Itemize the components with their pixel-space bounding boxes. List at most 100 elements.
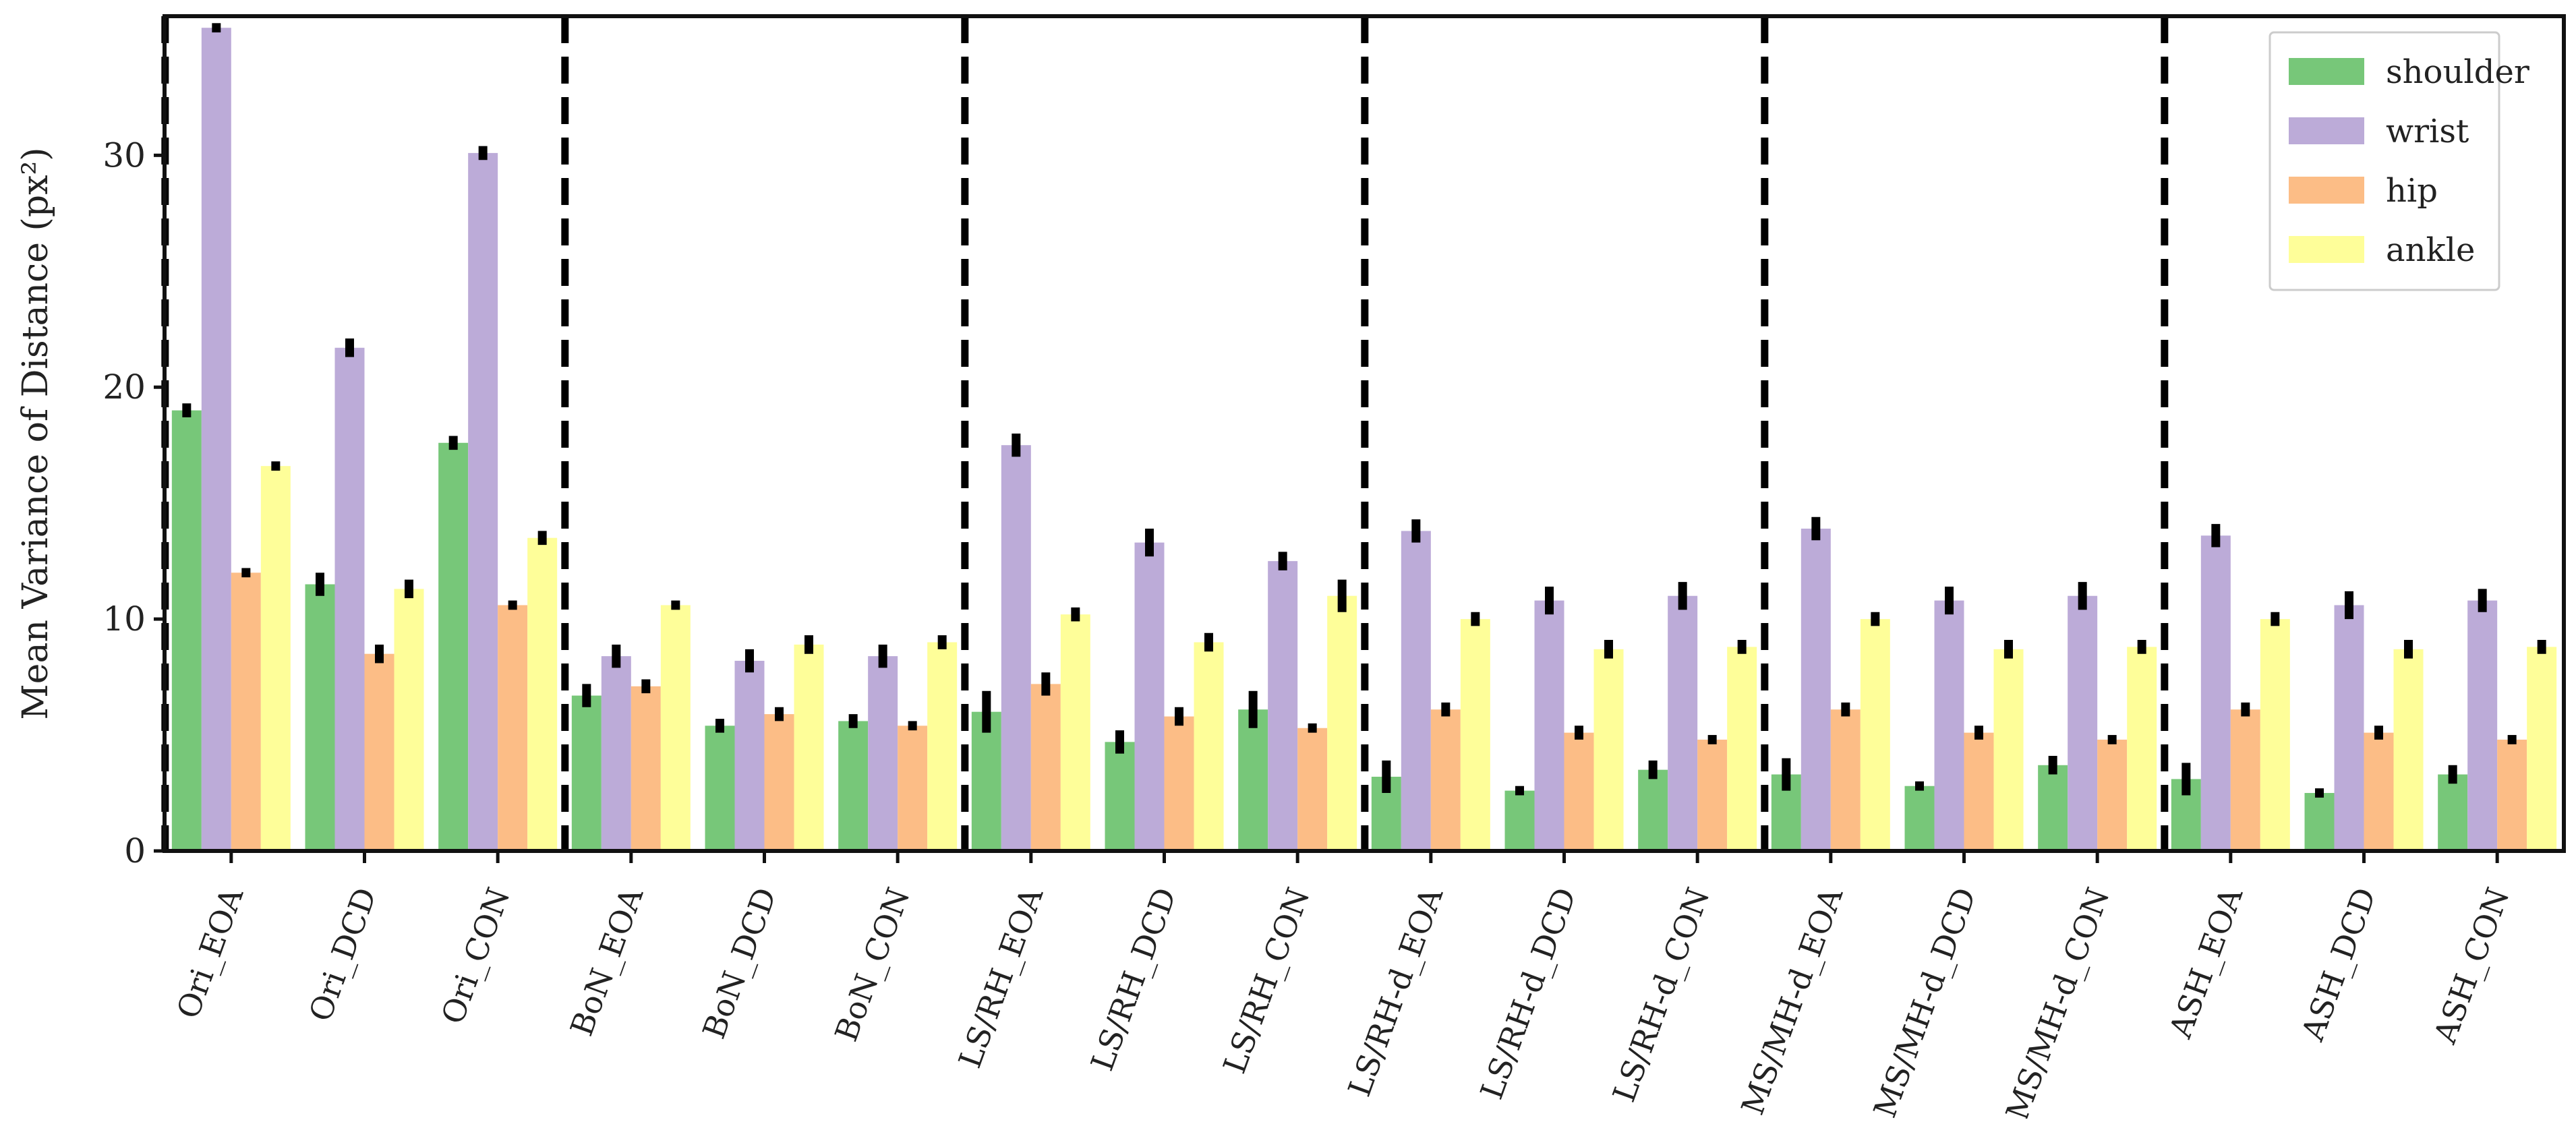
error-bars-layer (182, 23, 2546, 798)
bar-wrist-17 (2467, 600, 2498, 851)
bar-wrist-2 (468, 152, 498, 852)
bar-wrist-0 (201, 28, 231, 851)
x-tick-label-3: BoN_EOA (563, 883, 650, 1041)
bar-wrist-3 (601, 656, 631, 851)
bar-ankle-8 (1327, 595, 1357, 851)
bars-layer (171, 28, 2557, 852)
x-tick-label-17: ASH_CON (2426, 883, 2517, 1049)
bar-shoulder-7 (1105, 742, 1135, 851)
legend-label-hip: hip (2386, 172, 2438, 210)
x-tick-label-10: LS/RH-d_DCD (1473, 883, 1583, 1104)
bar-shoulder-6 (971, 711, 1001, 851)
x-axis: Ori_EOA Ori_DCD Ori_CON BoN_EOA BoN_DCD BoN_C… (169, 851, 2517, 1122)
bar-wrist-8 (1268, 561, 1298, 851)
bar-hip-10 (1564, 732, 1594, 851)
bar-ankle-4 (794, 644, 824, 851)
x-tick-label-0: Ori_EOA (169, 883, 250, 1024)
bar-hip-9 (1430, 709, 1461, 851)
bar-wrist-10 (1534, 600, 1564, 851)
bar-shoulder-8 (1238, 709, 1268, 851)
x-tick-label-2: Ori_CON (434, 883, 517, 1028)
bar-shoulder-0 (171, 410, 202, 851)
bar-ankle-15 (2260, 619, 2290, 851)
bar-hip-2 (498, 605, 528, 851)
bar-hip-12 (1830, 709, 1861, 851)
y-axis-label: Mean Variance of Distance (px²) (16, 147, 56, 719)
legend-label-shoulder: shoulder (2386, 53, 2529, 91)
x-tick-label-6: LS/RH_EOA (952, 883, 1051, 1073)
bar-hip-5 (898, 726, 928, 851)
bar-hip-0 (231, 572, 261, 851)
bar-ankle-13 (1993, 649, 2024, 851)
bar-ankle-17 (2527, 647, 2557, 851)
y-tick-label-10: 10 (103, 599, 146, 639)
bar-ankle-0 (260, 466, 291, 851)
y-tick-label-20: 20 (103, 367, 146, 407)
bar-shoulder-4 (705, 726, 735, 851)
x-tick-label-11: LS/RH-d_CON (1606, 883, 1717, 1106)
legend-swatch-ankle (2289, 236, 2364, 263)
bar-hip-1 (364, 653, 394, 851)
bar-ankle-12 (1860, 619, 1890, 851)
bar-wrist-14 (2068, 595, 2098, 851)
bar-hip-3 (631, 686, 661, 851)
bar-hip-7 (1164, 716, 1194, 851)
bar-ankle-16 (2393, 649, 2424, 851)
bar-wrist-4 (734, 661, 765, 851)
bar-hip-11 (1697, 739, 1728, 851)
x-tick-label-9: LS/RH-d_EOA (1341, 883, 1450, 1101)
x-tick-label-16: ASH_DCD (2294, 883, 2383, 1046)
bar-shoulder-17 (2438, 774, 2468, 851)
x-tick-label-5: BoN_CON (827, 883, 916, 1046)
bar-shoulder-2 (438, 442, 469, 851)
bar-ankle-1 (394, 589, 424, 851)
x-tick-label-14: MS/MH-d_CON (1999, 883, 2117, 1119)
legend-box (2268, 31, 2500, 291)
bar-wrist-11 (1668, 595, 1698, 851)
bar-shoulder-5 (838, 721, 869, 851)
legend-swatch-hip (2289, 177, 2364, 204)
bar-ankle-6 (1060, 614, 1090, 851)
bar-hip-14 (2097, 739, 2128, 851)
legend-swatch-wrist (2289, 117, 2364, 144)
bar-ankle-14 (2127, 647, 2157, 851)
bar-wrist-13 (1934, 600, 1964, 851)
bar-ankle-7 (1194, 642, 1224, 851)
y-tick-label-30: 30 (103, 136, 146, 175)
bar-ankle-5 (927, 642, 958, 851)
bar-ankle-3 (660, 605, 691, 851)
bar-hip-17 (2497, 739, 2527, 851)
x-tick-label-12: MS/MH-d_EOA (1734, 883, 1850, 1119)
bar-hip-8 (1297, 728, 1328, 851)
bar-wrist-12 (1801, 528, 1831, 851)
bar-shoulder-3 (571, 695, 602, 851)
bar-ankle-9 (1460, 619, 1490, 851)
bar-hip-6 (1030, 684, 1061, 851)
legend-label-wrist: wrist (2386, 113, 2469, 150)
bar-hip-15 (2230, 709, 2260, 851)
plot-frame (163, 14, 2566, 853)
x-tick-label-15: ASH_EOA (2162, 883, 2250, 1043)
x-tick-label-4: BoN_DCD (695, 883, 784, 1043)
y-tick-label-0: 0 (124, 831, 146, 870)
bar-shoulder-1 (305, 584, 335, 851)
bar-wrist-5 (868, 656, 898, 851)
bar-shoulder-14 (2038, 765, 2068, 851)
legend: shoulder wrist hip ankle (2268, 31, 2529, 291)
x-tick-label-7: LS/RH_DCD (1084, 883, 1183, 1075)
bar-wrist-9 (1401, 531, 1431, 851)
bar-ankle-10 (1593, 649, 1624, 851)
bar-shoulder-11 (1638, 769, 1668, 851)
bar-wrist-6 (1001, 445, 1031, 851)
legend-label-ankle: ankle (2386, 231, 2475, 269)
x-tick-label-8: LS/RH_CON (1216, 883, 1316, 1078)
bar-shoulder-16 (2304, 793, 2335, 851)
bar-hip-16 (2364, 732, 2394, 851)
x-tick-label-1: Ori_DCD (302, 883, 384, 1026)
bar-hip-13 (1964, 732, 1994, 851)
bar-ankle-2 (527, 537, 558, 851)
bar-wrist-7 (1134, 542, 1165, 851)
bar-shoulder-10 (1504, 790, 1535, 851)
